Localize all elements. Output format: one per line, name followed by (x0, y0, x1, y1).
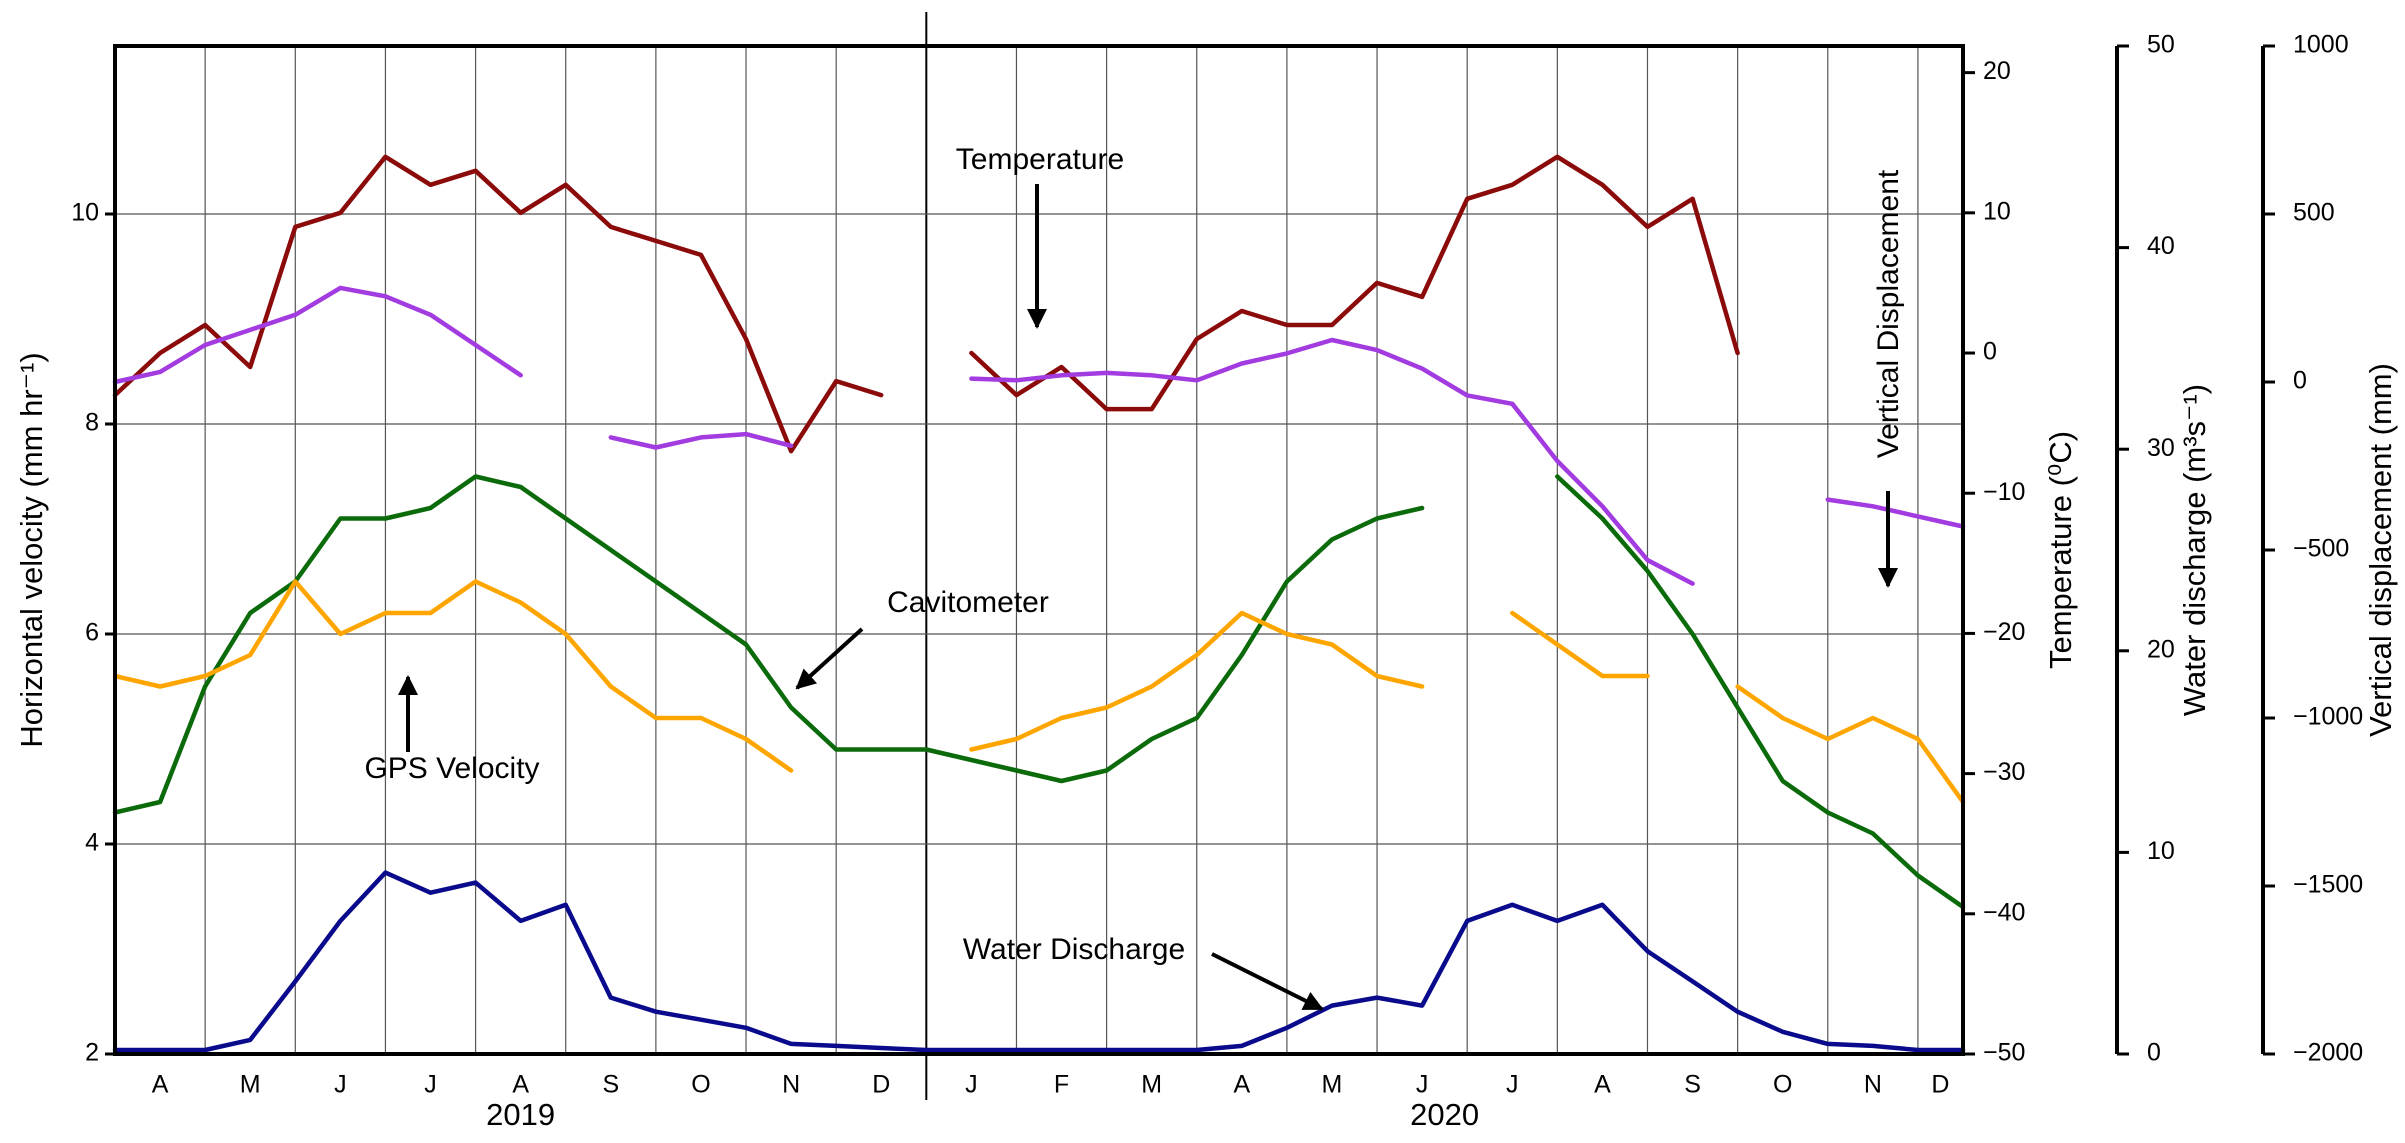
annotations: Temperature Cavitometer GPS Velocity Ver… (364, 143, 1905, 1011)
y3-tick-label: 20 (2147, 635, 2175, 663)
y4-tick-label: −500 (2293, 535, 2349, 563)
y3-tick-label: 50 (2147, 31, 2175, 59)
y3-tick-label: 10 (2147, 837, 2175, 865)
y-tick-label: 6 (85, 619, 99, 647)
discharge-axis-title: Water discharge (m³s⁻¹) (2177, 384, 2212, 716)
y4-tick-label: 0 (2293, 367, 2307, 395)
annotation: Vertical Displacement (1872, 169, 1905, 458)
y3-tick-label: 40 (2147, 232, 2175, 260)
x-tick-label: S (602, 1071, 619, 1099)
y-tick-label: 10 (71, 199, 99, 227)
y-tick-label: 8 (85, 409, 99, 437)
x-tick-label: J (424, 1071, 437, 1099)
y-axis-title: Horizontal velocity (mm hr⁻¹) (14, 352, 49, 747)
annotation: Cavitometer (887, 586, 1049, 619)
y4-tick-label: 500 (2293, 199, 2335, 227)
series-line (112, 579, 1966, 805)
y4-tick-label: 1000 (2293, 31, 2349, 59)
x-tick-label: M (1141, 1071, 1162, 1099)
y2-tick-label: 10 (1983, 197, 2011, 225)
x-tick-label: D (872, 1071, 890, 1099)
x-tick-label: F (1054, 1071, 1069, 1099)
x-tick-label: O (1773, 1071, 1792, 1099)
y2-tick-label: 0 (1983, 338, 1997, 366)
series-line (112, 285, 1966, 586)
y4-tick-label: −2000 (2293, 1039, 2363, 1067)
series-line (112, 474, 1966, 910)
y2-tick-label: 20 (1983, 57, 2011, 85)
x-tick-label: S (1684, 1071, 1701, 1099)
x-tick-label: O (691, 1071, 710, 1099)
annotation-arrow (795, 627, 864, 690)
y-tick-label: 4 (85, 829, 99, 857)
series-line (112, 154, 1740, 454)
annotation: GPS Velocity (364, 752, 539, 785)
y2-tick-label: −10 (1983, 478, 2025, 506)
y3-tick-label: 30 (2147, 434, 2175, 462)
x-tick-label: J (334, 1071, 347, 1099)
x-tick-label: N (1864, 1071, 1882, 1099)
series-layer (112, 154, 1966, 1053)
y3-tick-label: 0 (2147, 1039, 2161, 1067)
x-tick-label: J (1416, 1071, 1429, 1099)
y4-tick-label: −1000 (2293, 703, 2363, 731)
year-label: 2019 (486, 1097, 555, 1132)
y4-tick-label: −1500 (2293, 871, 2363, 899)
x-tick-label: M (240, 1071, 261, 1099)
y2-tick-label: −20 (1983, 618, 2025, 646)
displacement-axis-title: Vertical displacement (mm) (2363, 363, 2398, 737)
annotation: Water Discharge (963, 933, 1185, 966)
x-tick-label: M (1322, 1071, 1343, 1099)
year-label: 2020 (1410, 1097, 1479, 1132)
temperature-axis-title: Temperature (⁰C) (2043, 431, 2078, 669)
x-tick-label: D (1931, 1071, 1949, 1099)
x-tick-label: A (152, 1071, 169, 1099)
series-line (112, 870, 1966, 1053)
annotation: Temperature (956, 143, 1124, 176)
annotation-arrow (1211, 952, 1324, 1011)
y2-tick-label: −40 (1983, 898, 2025, 926)
plot-frame (113, 44, 1965, 1056)
x-tick-label: A (1233, 1071, 1250, 1099)
y2-tick-label: −50 (1983, 1039, 2025, 1067)
x-tick-label: A (1594, 1071, 1611, 1099)
x-tick-label: A (512, 1071, 529, 1099)
x-tick-label: J (1506, 1071, 1519, 1099)
y-tick-label: 2 (85, 1039, 99, 1067)
y2-tick-label: −30 (1983, 758, 2025, 786)
x-tick-label: N (782, 1071, 800, 1099)
x-tick-label: J (965, 1071, 978, 1099)
